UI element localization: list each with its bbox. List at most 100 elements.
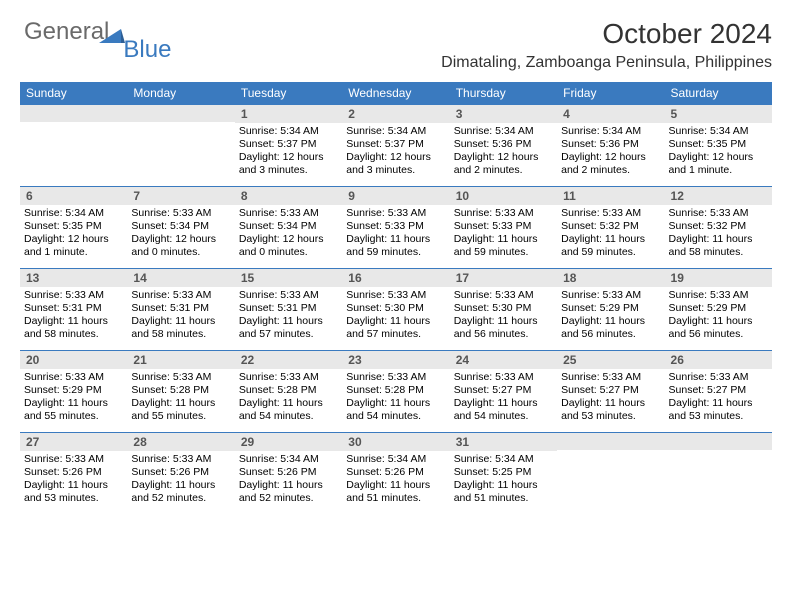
sunrise-line: Sunrise: 5:33 AM (131, 453, 228, 466)
day-number-bar (20, 104, 127, 122)
sunrise-line: Sunrise: 5:34 AM (669, 125, 766, 138)
day-info: Sunrise: 5:33 AMSunset: 5:28 PMDaylight:… (342, 369, 449, 424)
day-cell: 28Sunrise: 5:33 AMSunset: 5:26 PMDayligh… (127, 432, 234, 514)
daylight-line: Daylight: 11 hours and 59 minutes. (561, 233, 658, 259)
day-info: Sunrise: 5:33 AMSunset: 5:27 PMDaylight:… (557, 369, 664, 424)
day-info: Sunrise: 5:33 AMSunset: 5:28 PMDaylight:… (127, 369, 234, 424)
sunset-line: Sunset: 5:32 PM (561, 220, 658, 233)
sunrise-line: Sunrise: 5:33 AM (24, 289, 121, 302)
day-number-bar: 30 (342, 432, 449, 451)
day-number-bar: 22 (235, 350, 342, 369)
daylight-line: Daylight: 11 hours and 58 minutes. (24, 315, 121, 341)
day-number-bar: 8 (235, 186, 342, 205)
sunset-line: Sunset: 5:26 PM (239, 466, 336, 479)
week-row: 13Sunrise: 5:33 AMSunset: 5:31 PMDayligh… (20, 268, 772, 350)
daylight-line: Daylight: 11 hours and 53 minutes. (669, 397, 766, 423)
day-info: Sunrise: 5:33 AMSunset: 5:31 PMDaylight:… (127, 287, 234, 342)
day-cell: 25Sunrise: 5:33 AMSunset: 5:27 PMDayligh… (557, 350, 664, 432)
sunrise-line: Sunrise: 5:33 AM (561, 289, 658, 302)
day-cell: 12Sunrise: 5:33 AMSunset: 5:32 PMDayligh… (665, 186, 772, 268)
day-cell: 16Sunrise: 5:33 AMSunset: 5:30 PMDayligh… (342, 268, 449, 350)
sunset-line: Sunset: 5:27 PM (561, 384, 658, 397)
day-number-bar: 17 (450, 268, 557, 287)
day-cell: 24Sunrise: 5:33 AMSunset: 5:27 PMDayligh… (450, 350, 557, 432)
sunrise-line: Sunrise: 5:33 AM (239, 207, 336, 220)
sunset-line: Sunset: 5:31 PM (131, 302, 228, 315)
day-info: Sunrise: 5:33 AMSunset: 5:29 PMDaylight:… (665, 287, 772, 342)
day-info: Sunrise: 5:33 AMSunset: 5:31 PMDaylight:… (235, 287, 342, 342)
day-info: Sunrise: 5:34 AMSunset: 5:26 PMDaylight:… (235, 451, 342, 506)
day-info: Sunrise: 5:33 AMSunset: 5:31 PMDaylight:… (20, 287, 127, 342)
daylight-line: Daylight: 11 hours and 56 minutes. (561, 315, 658, 341)
sunrise-line: Sunrise: 5:33 AM (131, 289, 228, 302)
daylight-line: Daylight: 11 hours and 57 minutes. (346, 315, 443, 341)
sunrise-line: Sunrise: 5:34 AM (24, 207, 121, 220)
daylight-line: Daylight: 11 hours and 55 minutes. (131, 397, 228, 423)
day-number-bar: 12 (665, 186, 772, 205)
daylight-line: Daylight: 11 hours and 53 minutes. (24, 479, 121, 505)
daylight-line: Daylight: 11 hours and 51 minutes. (454, 479, 551, 505)
day-cell: 22Sunrise: 5:33 AMSunset: 5:28 PMDayligh… (235, 350, 342, 432)
day-cell: 6Sunrise: 5:34 AMSunset: 5:35 PMDaylight… (20, 186, 127, 268)
day-number-bar: 2 (342, 104, 449, 123)
sunrise-line: Sunrise: 5:33 AM (24, 371, 121, 384)
day-cell: 19Sunrise: 5:33 AMSunset: 5:29 PMDayligh… (665, 268, 772, 350)
day-number-bar: 24 (450, 350, 557, 369)
day-number-bar: 19 (665, 268, 772, 287)
day-cell: 3Sunrise: 5:34 AMSunset: 5:36 PMDaylight… (450, 104, 557, 186)
daylight-line: Daylight: 11 hours and 58 minutes. (669, 233, 766, 259)
day-info: Sunrise: 5:33 AMSunset: 5:29 PMDaylight:… (557, 287, 664, 342)
day-cell: 2Sunrise: 5:34 AMSunset: 5:37 PMDaylight… (342, 104, 449, 186)
sunset-line: Sunset: 5:26 PM (24, 466, 121, 479)
dow-header: Saturday (665, 82, 772, 104)
sunrise-line: Sunrise: 5:33 AM (561, 371, 658, 384)
day-cell: 27Sunrise: 5:33 AMSunset: 5:26 PMDayligh… (20, 432, 127, 514)
day-number-bar: 25 (557, 350, 664, 369)
day-info: Sunrise: 5:33 AMSunset: 5:30 PMDaylight:… (342, 287, 449, 342)
day-cell: 13Sunrise: 5:33 AMSunset: 5:31 PMDayligh… (20, 268, 127, 350)
day-info: Sunrise: 5:34 AMSunset: 5:36 PMDaylight:… (557, 123, 664, 178)
sunrise-line: Sunrise: 5:34 AM (454, 125, 551, 138)
day-cell: 1Sunrise: 5:34 AMSunset: 5:37 PMDaylight… (235, 104, 342, 186)
day-number-bar (665, 432, 772, 450)
sunrise-line: Sunrise: 5:33 AM (131, 207, 228, 220)
day-cell: 7Sunrise: 5:33 AMSunset: 5:34 PMDaylight… (127, 186, 234, 268)
sunset-line: Sunset: 5:28 PM (239, 384, 336, 397)
sunrise-line: Sunrise: 5:33 AM (454, 207, 551, 220)
day-number-bar: 13 (20, 268, 127, 287)
sunset-line: Sunset: 5:33 PM (454, 220, 551, 233)
sunset-line: Sunset: 5:37 PM (239, 138, 336, 151)
daylight-line: Daylight: 12 hours and 3 minutes. (346, 151, 443, 177)
sunset-line: Sunset: 5:34 PM (239, 220, 336, 233)
sunset-line: Sunset: 5:33 PM (346, 220, 443, 233)
daylight-line: Daylight: 11 hours and 55 minutes. (24, 397, 121, 423)
dow-header: Monday (127, 82, 234, 104)
day-info: Sunrise: 5:34 AMSunset: 5:25 PMDaylight:… (450, 451, 557, 506)
sunrise-line: Sunrise: 5:33 AM (239, 289, 336, 302)
day-cell (557, 432, 664, 514)
day-info: Sunrise: 5:34 AMSunset: 5:37 PMDaylight:… (342, 123, 449, 178)
sunset-line: Sunset: 5:28 PM (346, 384, 443, 397)
sunrise-line: Sunrise: 5:33 AM (346, 289, 443, 302)
day-info: Sunrise: 5:33 AMSunset: 5:30 PMDaylight:… (450, 287, 557, 342)
sunrise-line: Sunrise: 5:33 AM (346, 207, 443, 220)
day-number-bar: 21 (127, 350, 234, 369)
daylight-line: Daylight: 11 hours and 54 minutes. (454, 397, 551, 423)
day-cell: 14Sunrise: 5:33 AMSunset: 5:31 PMDayligh… (127, 268, 234, 350)
day-cell: 31Sunrise: 5:34 AMSunset: 5:25 PMDayligh… (450, 432, 557, 514)
day-cell: 30Sunrise: 5:34 AMSunset: 5:26 PMDayligh… (342, 432, 449, 514)
day-info: Sunrise: 5:33 AMSunset: 5:27 PMDaylight:… (665, 369, 772, 424)
sunset-line: Sunset: 5:34 PM (131, 220, 228, 233)
day-cell: 23Sunrise: 5:33 AMSunset: 5:28 PMDayligh… (342, 350, 449, 432)
week-row: 1Sunrise: 5:34 AMSunset: 5:37 PMDaylight… (20, 104, 772, 186)
sunset-line: Sunset: 5:27 PM (454, 384, 551, 397)
day-info: Sunrise: 5:33 AMSunset: 5:28 PMDaylight:… (235, 369, 342, 424)
day-info: Sunrise: 5:34 AMSunset: 5:36 PMDaylight:… (450, 123, 557, 178)
day-number-bar: 16 (342, 268, 449, 287)
day-number-bar: 14 (127, 268, 234, 287)
sunrise-line: Sunrise: 5:33 AM (239, 371, 336, 384)
sunrise-line: Sunrise: 5:34 AM (346, 125, 443, 138)
dow-header: Sunday (20, 82, 127, 104)
sunrise-line: Sunrise: 5:33 AM (561, 207, 658, 220)
daylight-line: Daylight: 11 hours and 56 minutes. (454, 315, 551, 341)
